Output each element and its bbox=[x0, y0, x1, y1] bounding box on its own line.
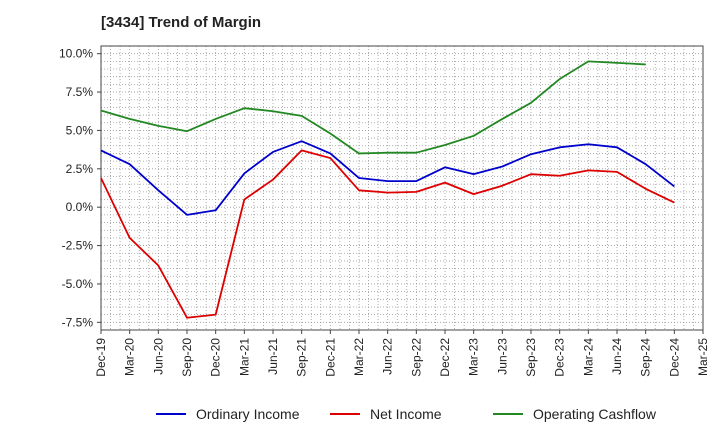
x-tick-label: Dec-20 bbox=[209, 338, 223, 377]
y-tick-label: 0.0% bbox=[66, 200, 94, 214]
plot-frame bbox=[100, 45, 704, 331]
chart-title: [3434] Trend of Margin bbox=[101, 14, 262, 31]
axes bbox=[97, 45, 704, 334]
net-income-line bbox=[100, 149, 675, 319]
y-tick-label: 5.0% bbox=[66, 123, 94, 137]
x-tick-label: Dec-24 bbox=[667, 338, 681, 377]
x-tick-label: Jun-24 bbox=[610, 338, 624, 375]
x-tick-label: Sep-20 bbox=[180, 338, 194, 377]
x-tick-label: Dec-21 bbox=[323, 338, 337, 377]
x-tick-label: Mar-23 bbox=[467, 338, 481, 376]
x-tick-label: Dec-22 bbox=[438, 338, 452, 377]
y-tick-label: -2.5% bbox=[62, 239, 94, 253]
x-tick-label: Sep-24 bbox=[639, 338, 653, 377]
operating-cashflow-line bbox=[100, 60, 646, 155]
y-tick-label: 7.5% bbox=[66, 85, 94, 99]
y-tick-label: 2.5% bbox=[66, 162, 94, 176]
x-tick-label: Mar-20 bbox=[123, 338, 137, 376]
x-tick-label: Jun-20 bbox=[151, 338, 165, 375]
x-tick-label: Mar-21 bbox=[237, 338, 251, 376]
tick-labels: 10.0%7.5%5.0%2.5%0.0%-2.5%-5.0%-7.5%Dec-… bbox=[59, 47, 710, 377]
ordinary-income-line bbox=[100, 140, 675, 216]
x-tick-label: Jun-22 bbox=[381, 338, 395, 375]
grid bbox=[100, 45, 703, 331]
x-tick-label: Sep-22 bbox=[409, 338, 423, 377]
x-tick-label: Sep-23 bbox=[524, 338, 538, 377]
legend-label-operating-cashflow: Operating Cashflow bbox=[533, 406, 657, 422]
y-tick-label: 10.0% bbox=[59, 47, 93, 61]
x-tick-label: Jun-21 bbox=[266, 338, 280, 375]
y-tick-label: -7.5% bbox=[62, 315, 94, 329]
series-lines bbox=[100, 60, 675, 319]
legend: Ordinary Income Net Income Operating Cashf… bbox=[156, 406, 657, 422]
x-tick-label: Mar-25 bbox=[696, 338, 710, 376]
x-tick-label: Mar-22 bbox=[352, 338, 366, 376]
x-tick-label: Dec-23 bbox=[553, 338, 567, 377]
x-tick-label: Dec-19 bbox=[94, 338, 108, 377]
legend-label-ordinary-income: Ordinary Income bbox=[196, 406, 300, 422]
y-tick-label: -5.0% bbox=[62, 277, 94, 291]
x-tick-label: Jun-23 bbox=[495, 338, 509, 375]
x-tick-label: Sep-21 bbox=[295, 338, 309, 377]
legend-label-net-income: Net Income bbox=[370, 406, 442, 422]
x-tick-label: Mar-24 bbox=[581, 338, 595, 376]
